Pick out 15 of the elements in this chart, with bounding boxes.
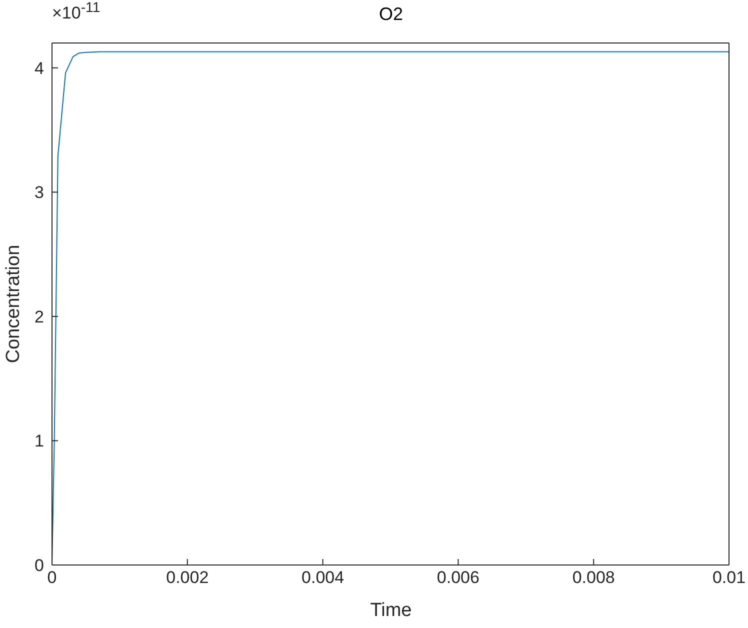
x-axis-title: Time <box>369 600 413 622</box>
y-tick-label: 3 <box>34 183 44 202</box>
y-tick-label: 0 <box>34 556 44 576</box>
text: ×10$^{-11}$ <box>52 0 100 24</box>
x-tick-label: 0.008 <box>572 568 615 588</box>
x-tick-label: 0.002 <box>166 568 209 588</box>
x-tick-label: 0.006 <box>436 568 480 588</box>
y-tick-label: 1 <box>34 432 44 451</box>
chart-title: O2 <box>378 4 403 24</box>
y-axis-title: Concentration <box>3 244 25 363</box>
x-tick-label: 0.004 <box>302 568 344 588</box>
y-tick-label: 2 <box>34 307 44 326</box>
y-tick-label: 4 <box>34 58 44 78</box>
x-tick-label: 0.01 <box>712 568 746 588</box>
x-tick-label: 0 <box>47 568 57 588</box>
